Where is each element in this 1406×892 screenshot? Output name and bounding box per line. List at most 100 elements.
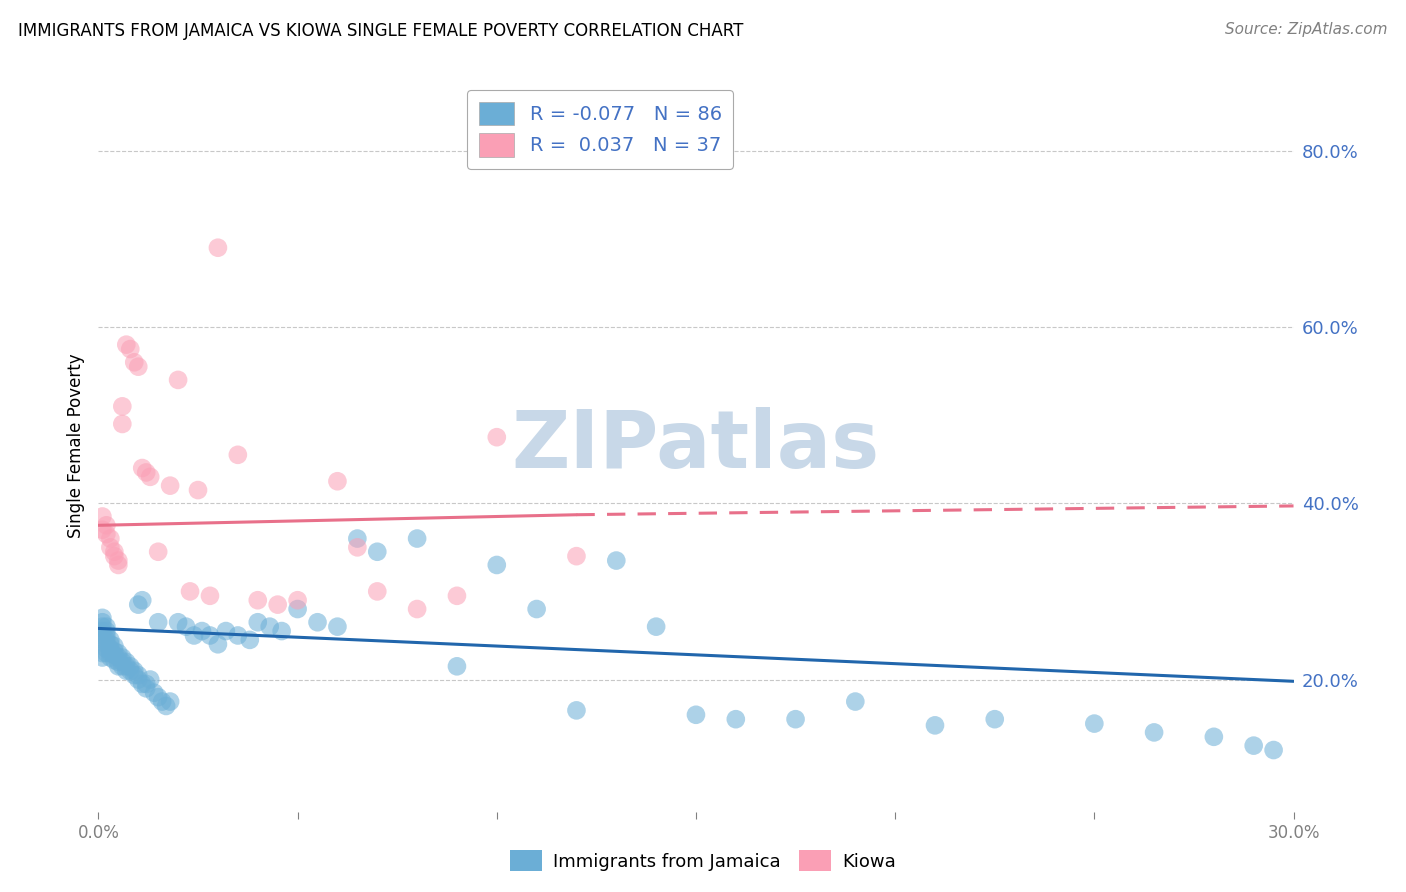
Point	[103, 639, 125, 653]
Point	[246, 593, 269, 607]
Point	[107, 650, 129, 665]
Point	[366, 545, 388, 559]
Point	[111, 659, 134, 673]
Point	[526, 602, 548, 616]
Point	[98, 532, 122, 546]
Point	[124, 355, 146, 369]
Point	[131, 677, 153, 691]
Point	[183, 628, 205, 642]
Point	[120, 342, 142, 356]
Point	[239, 632, 262, 647]
Point	[785, 712, 807, 726]
Point	[107, 553, 129, 567]
Point	[91, 646, 114, 660]
Point	[326, 620, 349, 634]
Point	[246, 615, 269, 630]
Point	[91, 523, 114, 537]
Point	[103, 549, 125, 563]
Point	[98, 641, 122, 656]
Point	[446, 589, 468, 603]
Point	[270, 624, 292, 638]
Point	[115, 659, 138, 673]
Point	[198, 628, 221, 642]
Point	[107, 659, 129, 673]
Point	[111, 400, 134, 414]
Point	[96, 632, 118, 647]
Point	[96, 527, 118, 541]
Legend: Immigrants from Jamaica, Kiowa: Immigrants from Jamaica, Kiowa	[503, 843, 903, 879]
Point	[96, 637, 118, 651]
Point	[167, 615, 190, 630]
Point	[724, 712, 747, 726]
Point	[406, 532, 429, 546]
Point	[127, 668, 149, 682]
Point	[127, 359, 149, 374]
Point	[565, 549, 588, 563]
Point	[98, 650, 122, 665]
Point	[135, 677, 157, 691]
Text: Source: ZipAtlas.com: Source: ZipAtlas.com	[1225, 22, 1388, 37]
Point	[159, 478, 181, 492]
Point	[605, 553, 627, 567]
Point	[98, 637, 122, 651]
Point	[1243, 739, 1265, 753]
Point	[111, 417, 134, 431]
Point	[406, 602, 429, 616]
Point	[107, 655, 129, 669]
Point	[1202, 730, 1225, 744]
Point	[287, 602, 309, 616]
Point	[150, 695, 173, 709]
Point	[111, 655, 134, 669]
Point	[107, 558, 129, 572]
Point	[179, 584, 201, 599]
Point	[91, 615, 114, 630]
Point	[1143, 725, 1166, 739]
Point	[1083, 716, 1105, 731]
Point	[135, 466, 157, 480]
Point	[91, 650, 114, 665]
Point	[155, 698, 177, 713]
Point	[131, 461, 153, 475]
Point	[485, 430, 508, 444]
Text: IMMIGRANTS FROM JAMAICA VS KIOWA SINGLE FEMALE POVERTY CORRELATION CHART: IMMIGRANTS FROM JAMAICA VS KIOWA SINGLE …	[18, 22, 744, 40]
Point	[984, 712, 1007, 726]
Point	[226, 448, 249, 462]
Point	[143, 686, 166, 700]
Point	[98, 541, 122, 555]
Point	[115, 337, 138, 351]
Point	[107, 646, 129, 660]
Point	[645, 620, 668, 634]
Point	[91, 620, 114, 634]
Point	[226, 628, 249, 642]
Point	[96, 620, 118, 634]
Point	[96, 628, 118, 642]
Point	[267, 598, 290, 612]
Point	[103, 648, 125, 662]
Point	[91, 509, 114, 524]
Point	[91, 624, 114, 638]
Point	[91, 628, 114, 642]
Point	[91, 611, 114, 625]
Point	[96, 646, 118, 660]
Point	[366, 584, 388, 599]
Point	[148, 690, 170, 705]
Point	[127, 598, 149, 612]
Point	[159, 695, 181, 709]
Legend: R = -0.077   N = 86, R =  0.037   N = 37: R = -0.077 N = 86, R = 0.037 N = 37	[467, 90, 734, 169]
Point	[287, 593, 309, 607]
Point	[91, 632, 114, 647]
Point	[115, 655, 138, 669]
Point	[124, 664, 146, 678]
Point	[685, 707, 707, 722]
Point	[446, 659, 468, 673]
Point	[844, 695, 866, 709]
Point	[259, 620, 281, 634]
Point	[485, 558, 508, 572]
Point	[148, 545, 170, 559]
Point	[103, 644, 125, 658]
Point	[131, 593, 153, 607]
Point	[96, 641, 118, 656]
Point	[187, 483, 209, 497]
Point	[135, 681, 157, 696]
Point	[115, 664, 138, 678]
